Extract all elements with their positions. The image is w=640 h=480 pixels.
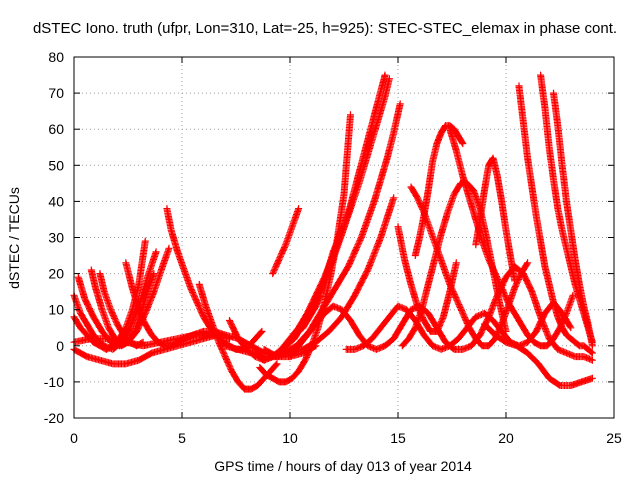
x-tick-label: 20 [498,430,514,446]
y-tick-label: 10 [48,302,64,318]
y-tick-label: -10 [44,374,64,390]
y-tick-label: 80 [48,49,64,65]
x-tick-label: 15 [390,430,406,446]
y-tick-label: 30 [48,230,64,246]
y-tick-label: 70 [48,85,64,101]
series-group [70,71,596,393]
series-pass-16 [277,223,346,353]
series-pass-27 [550,89,596,350]
x-tick-label: 0 [70,430,78,446]
series-pass-22 [411,122,467,259]
y-tick-label: 20 [48,266,64,282]
series-pass-17 [221,194,398,361]
series-pass-15 [269,205,303,278]
x-axis-title: GPS time / hours of day 013 of year 2014 [214,458,472,474]
series-pass-29 [342,299,575,353]
y-axis-title: dSTEC / TECUs [6,187,22,289]
x-tick-label: 10 [282,430,298,446]
y-tick-label: 50 [48,157,64,173]
axes: 0 5 10 15 20 25 -20 -10 0 10 20 30 40 50 60 70 80 [44,49,622,446]
series-pass-25 [515,82,596,357]
x-tick-label: 25 [606,430,622,446]
y-tick-label: 60 [48,121,64,137]
y-tick-label: 0 [56,338,64,354]
x-tick-label: 5 [178,430,186,446]
series-pass-24 [472,154,519,285]
y-tick-label: -20 [44,410,64,426]
y-tick-label: 40 [48,193,64,209]
chart-title: dSTEC Iono. truth (ufpr, Lon=310, Lat=-2… [33,20,617,37]
